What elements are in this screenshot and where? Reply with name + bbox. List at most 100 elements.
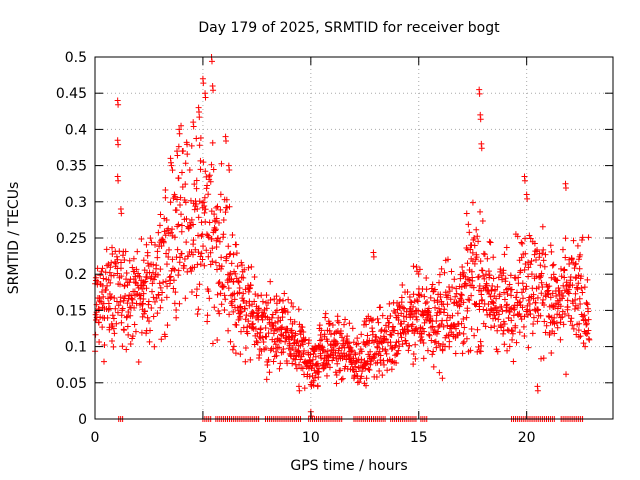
data-point bbox=[118, 210, 125, 217]
data-point bbox=[330, 354, 337, 361]
data-point bbox=[156, 222, 163, 229]
data-point bbox=[586, 336, 593, 343]
data-point bbox=[349, 347, 356, 354]
y-tick-label: 0.15 bbox=[56, 303, 87, 319]
data-point bbox=[240, 290, 247, 297]
data-point bbox=[177, 202, 184, 209]
data-point bbox=[468, 326, 475, 333]
data-point bbox=[418, 291, 425, 298]
data-point bbox=[488, 324, 495, 331]
data-point bbox=[546, 313, 553, 320]
data-point bbox=[266, 369, 273, 376]
data-point bbox=[474, 274, 481, 281]
data-point bbox=[145, 298, 152, 305]
data-point bbox=[141, 279, 148, 286]
data-point bbox=[466, 229, 473, 236]
data-point bbox=[326, 327, 333, 334]
data-point bbox=[312, 345, 319, 352]
data-point bbox=[557, 314, 564, 321]
data-point bbox=[316, 368, 323, 375]
data-point bbox=[332, 341, 339, 348]
data-point bbox=[405, 321, 412, 328]
data-point bbox=[472, 301, 479, 308]
data-point bbox=[273, 293, 280, 300]
data-point bbox=[530, 295, 537, 302]
data-point bbox=[280, 297, 287, 304]
data-point bbox=[282, 338, 289, 345]
data-point bbox=[233, 241, 240, 248]
data-point bbox=[368, 317, 375, 324]
data-point bbox=[147, 327, 154, 334]
data-point bbox=[422, 300, 429, 307]
data-point bbox=[379, 372, 386, 379]
data-point bbox=[470, 284, 477, 291]
data-point bbox=[525, 264, 532, 271]
data-point bbox=[585, 316, 592, 323]
y-tick-label: 0.2 bbox=[65, 267, 87, 283]
data-point bbox=[296, 349, 303, 356]
data-point bbox=[155, 292, 162, 299]
data-point bbox=[249, 321, 256, 328]
data-point bbox=[431, 339, 438, 346]
data-point bbox=[436, 369, 443, 376]
data-point bbox=[110, 272, 117, 279]
data-point bbox=[453, 299, 460, 306]
data-point bbox=[227, 270, 234, 277]
data-point bbox=[100, 293, 107, 300]
data-point bbox=[129, 333, 136, 340]
data-point bbox=[557, 336, 564, 343]
data-point bbox=[210, 166, 217, 173]
data-point bbox=[165, 253, 172, 260]
data-point bbox=[493, 295, 500, 302]
data-point bbox=[370, 253, 377, 260]
data-point bbox=[135, 359, 142, 366]
data-point bbox=[139, 313, 146, 320]
data-point bbox=[424, 298, 431, 305]
data-point bbox=[136, 273, 143, 280]
data-point bbox=[159, 289, 166, 296]
data-point bbox=[431, 297, 438, 304]
data-point bbox=[220, 231, 227, 238]
data-point bbox=[527, 261, 534, 268]
data-point bbox=[507, 305, 514, 312]
data-point bbox=[562, 185, 569, 192]
data-point bbox=[104, 314, 111, 321]
data-point bbox=[143, 285, 150, 292]
data-point bbox=[377, 352, 384, 359]
data-point bbox=[154, 271, 161, 278]
x-axis-label: GPS time / hours bbox=[290, 458, 407, 474]
data-point bbox=[376, 348, 383, 355]
data-point bbox=[474, 233, 481, 240]
data-point bbox=[100, 275, 107, 282]
data-point bbox=[111, 294, 118, 301]
data-point bbox=[389, 323, 396, 330]
data-point bbox=[126, 257, 133, 264]
data-point bbox=[583, 300, 590, 307]
data-point bbox=[255, 312, 262, 319]
data-point bbox=[229, 231, 236, 238]
data-point bbox=[548, 350, 555, 357]
data-point bbox=[382, 347, 389, 354]
data-point bbox=[486, 272, 493, 279]
data-point bbox=[114, 270, 121, 277]
data-point bbox=[538, 355, 545, 362]
data-point bbox=[237, 309, 244, 316]
data-point bbox=[307, 351, 314, 358]
data-point bbox=[521, 332, 528, 339]
data-point bbox=[154, 310, 161, 317]
data-point bbox=[115, 101, 122, 108]
data-point bbox=[576, 265, 583, 272]
data-point bbox=[146, 338, 153, 345]
data-point bbox=[369, 325, 376, 332]
data-point bbox=[115, 302, 122, 309]
data-point bbox=[152, 241, 159, 248]
data-point bbox=[217, 290, 224, 297]
data-point bbox=[157, 304, 164, 311]
data-point bbox=[314, 382, 321, 389]
data-point bbox=[397, 330, 404, 337]
data-point bbox=[316, 322, 323, 329]
data-point bbox=[267, 296, 274, 303]
data-point bbox=[277, 317, 284, 324]
data-point bbox=[171, 234, 178, 241]
data-point bbox=[484, 255, 491, 262]
